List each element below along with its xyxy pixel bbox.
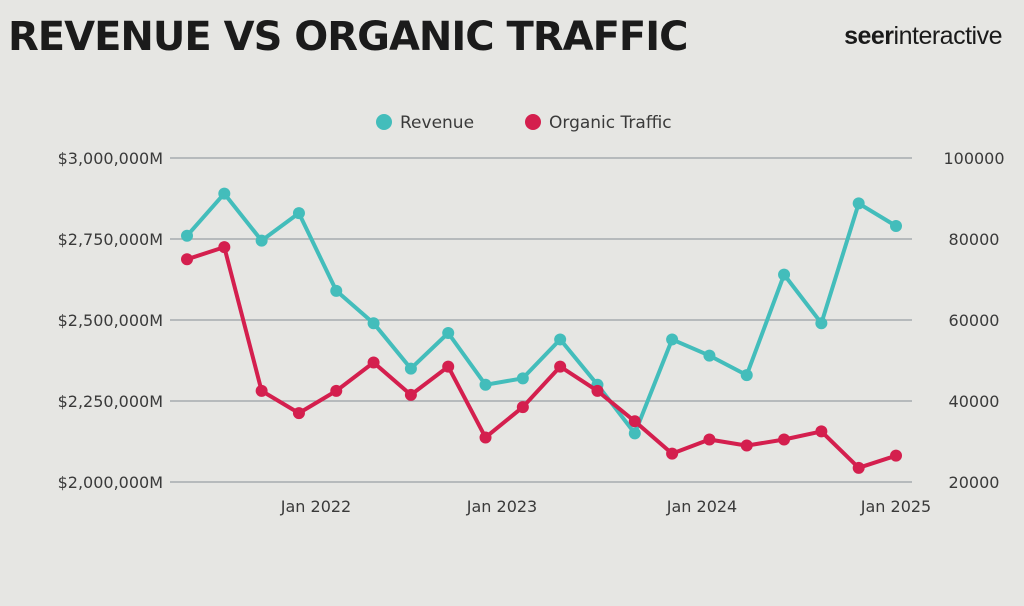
organic-traffic-point bbox=[442, 360, 455, 373]
organic-traffic-point bbox=[367, 356, 380, 369]
organic-traffic-point bbox=[815, 425, 828, 438]
revenue-point bbox=[554, 333, 567, 346]
revenue-point bbox=[666, 333, 679, 346]
right-tick-label: 100000 bbox=[943, 149, 1004, 168]
organic-traffic-point bbox=[628, 415, 641, 428]
organic-traffic-point bbox=[852, 461, 865, 474]
logo-rest-text: interactive bbox=[893, 22, 1003, 50]
x-tick-label: Jan 2024 bbox=[666, 497, 737, 516]
left-tick-label: $3,000,000M bbox=[58, 149, 163, 168]
revenue-point bbox=[852, 197, 865, 210]
organic-traffic-point bbox=[479, 431, 492, 444]
revenue-line bbox=[185, 191, 898, 436]
revenue-point bbox=[292, 207, 305, 220]
revenue-point bbox=[628, 427, 641, 440]
revenue-point bbox=[330, 284, 343, 297]
legend-revenue-label: Revenue bbox=[400, 113, 474, 133]
revenue-point bbox=[890, 220, 902, 233]
revenue-point bbox=[516, 372, 529, 385]
organic-traffic-point bbox=[778, 433, 791, 446]
revenue-point bbox=[778, 268, 791, 281]
organic-traffic-line bbox=[186, 245, 897, 470]
left-tick-label: $2,500,000M bbox=[58, 311, 163, 330]
right-tick-label: 60000 bbox=[949, 311, 1000, 330]
legend: Revenue Organic Traffic bbox=[376, 113, 672, 133]
left-tick-label: $2,750,000M bbox=[58, 230, 163, 249]
organic-traffic-point bbox=[740, 439, 753, 452]
revenue-point bbox=[218, 187, 231, 200]
left-tick-label: $2,000,000M bbox=[58, 473, 163, 492]
organic-traffic-point bbox=[703, 433, 716, 446]
logo-bold-text: seer bbox=[844, 22, 894, 50]
organic-traffic-point bbox=[554, 360, 567, 373]
x-tick-label: Jan 2023 bbox=[466, 497, 537, 516]
revenue-point bbox=[181, 229, 193, 242]
revenue-point bbox=[740, 369, 753, 382]
left-axis-ticks: $2,000,000M $2,250,000M $2,500,000M $2,750,… bbox=[58, 149, 163, 492]
revenue-point bbox=[255, 234, 268, 247]
x-axis-ticks: Jan 2022 Jan 2023 Jan 2024 Jan 2025 bbox=[280, 497, 931, 516]
organic-traffic-point bbox=[255, 384, 268, 397]
revenue-point bbox=[367, 317, 380, 330]
organic-traffic-point bbox=[890, 449, 902, 462]
revenue-point bbox=[703, 349, 716, 362]
organic-traffic-point bbox=[591, 384, 604, 397]
chart-title: REVENUE VS ORGANIC TRAFFIC bbox=[8, 14, 688, 60]
organic-traffic-point bbox=[666, 447, 679, 460]
x-tick-label: Jan 2025 bbox=[860, 497, 931, 516]
revenue-point bbox=[479, 378, 492, 391]
organic-traffic-point bbox=[181, 253, 193, 266]
revenue-point bbox=[442, 326, 455, 339]
right-axis-ticks: 20000 40000 60000 80000 100000 bbox=[943, 149, 1004, 492]
revenue-point bbox=[404, 362, 417, 375]
right-tick-label: 40000 bbox=[949, 392, 1000, 411]
organic-traffic-point bbox=[404, 388, 417, 401]
organic-traffic-point bbox=[292, 407, 305, 420]
right-tick-label: 80000 bbox=[949, 230, 1000, 249]
right-tick-label: 20000 bbox=[949, 473, 1000, 492]
legend-revenue-marker bbox=[376, 114, 392, 130]
legend-organic-traffic-marker bbox=[525, 114, 541, 130]
left-tick-label: $2,250,000M bbox=[58, 392, 163, 411]
revenue-point bbox=[815, 317, 828, 330]
organic-traffic-point bbox=[218, 241, 231, 254]
gridlines bbox=[170, 157, 912, 483]
organic-traffic-point bbox=[330, 384, 343, 397]
legend-organic-traffic-label: Organic Traffic bbox=[549, 113, 672, 133]
series-layer bbox=[181, 187, 902, 474]
organic-traffic-point bbox=[516, 401, 529, 414]
seer-interactive-logo: seerinteractive bbox=[844, 22, 1002, 51]
x-tick-label: Jan 2022 bbox=[280, 497, 351, 516]
